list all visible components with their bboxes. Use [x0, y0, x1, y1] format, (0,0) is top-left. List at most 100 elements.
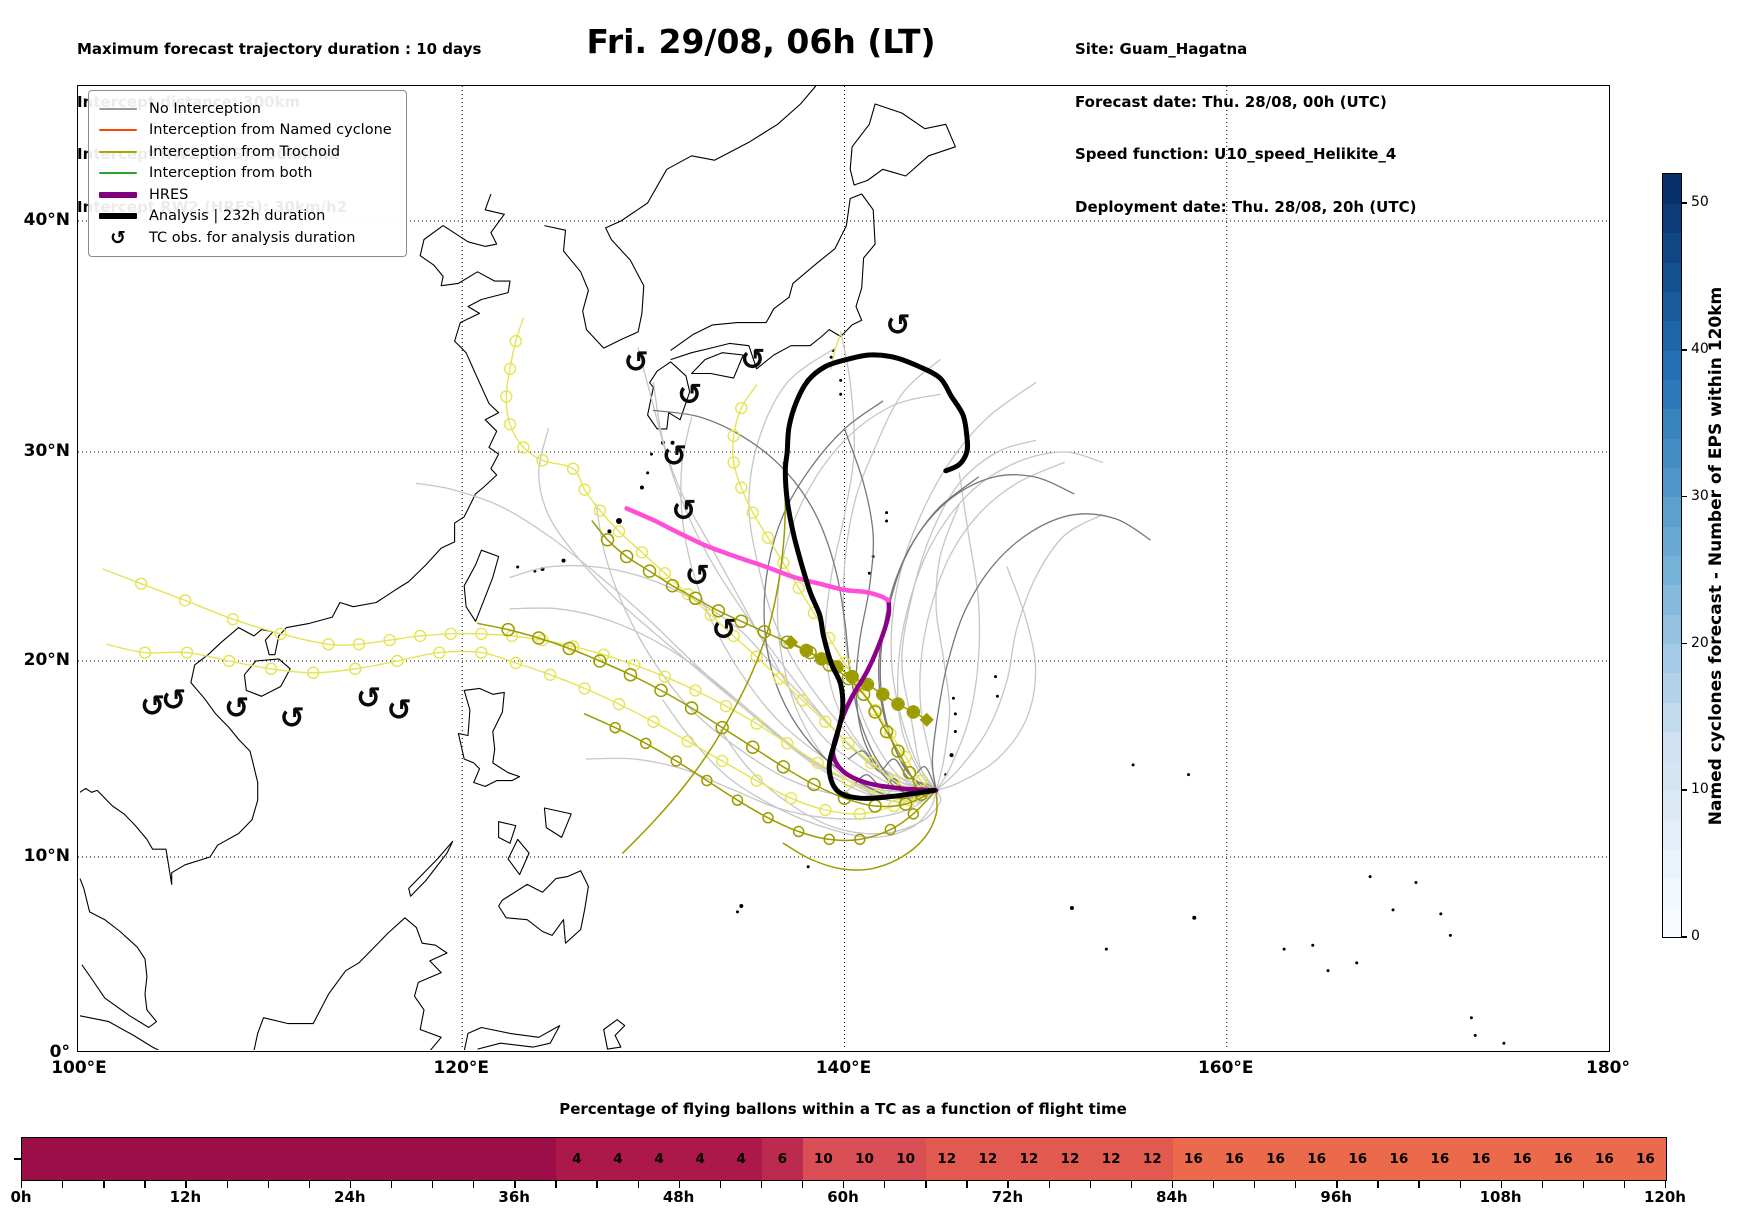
trochoid-loop — [642, 564, 657, 578]
trochoid-loop — [757, 624, 771, 639]
coastline-mindanao — [498, 870, 589, 944]
strip-tick-label: 96h — [1320, 1188, 1352, 1206]
strip-tick-label: 120h — [1644, 1188, 1686, 1206]
strip-cell-value: 16 — [1183, 1151, 1203, 1167]
trochoid-loop — [761, 531, 775, 544]
trochoid-loop — [807, 777, 821, 792]
strip-cell-value: 4 — [736, 1151, 746, 1167]
island-dot — [1414, 880, 1418, 884]
trochoid-loop — [819, 803, 832, 817]
colorbar-step — [1663, 291, 1681, 322]
strip-cell-value: 16 — [1225, 1151, 1244, 1167]
intercept-diamond — [906, 704, 921, 720]
strip-cell — [1501, 1138, 1544, 1180]
strip-tick — [843, 1181, 845, 1188]
trochoid-loop — [681, 735, 694, 748]
colorbar-step — [1663, 408, 1681, 439]
intercept-diamond — [799, 643, 814, 658]
tc-obs-cyclone-icon: ↺ — [161, 683, 186, 718]
colorbar-label: Named cyclones forecast - Number of EPS … — [1706, 286, 1726, 826]
strip-cell — [638, 1138, 681, 1180]
strip-cell-value: 12 — [1019, 1151, 1039, 1167]
colorbar-step — [1663, 614, 1681, 645]
strip-cell — [1624, 1138, 1667, 1180]
colorbar-step — [1663, 907, 1681, 938]
strip-tick — [1623, 1181, 1626, 1188]
track-trochoid-olive — [476, 622, 937, 808]
trochoid-loop — [178, 594, 192, 607]
trochoid-loop — [780, 737, 794, 750]
trochoid-loop — [750, 717, 763, 730]
strip-tick — [719, 1181, 722, 1188]
legend-line — [99, 150, 137, 153]
strip-tick-label: 60h — [827, 1188, 859, 1206]
track-trochoid-bright — [505, 317, 937, 794]
strip-tick — [1089, 1181, 1091, 1188]
trochoid-loop — [635, 546, 649, 559]
trochoid-loop — [907, 808, 920, 820]
legend-item: Analysis | 232h duration — [99, 206, 392, 228]
trochoid-loop — [684, 701, 699, 715]
island-dot — [1326, 969, 1330, 973]
island-dot — [516, 565, 520, 569]
colorbar-step — [1663, 790, 1681, 821]
trochoid-loop — [500, 390, 513, 403]
strip-tick — [144, 1181, 146, 1188]
trochoid-loop — [746, 506, 759, 519]
colorbar-tick — [1682, 789, 1687, 791]
strip-tick-label: 108h — [1479, 1188, 1522, 1206]
island-dot — [1439, 912, 1443, 916]
strip-tick — [21, 1181, 23, 1188]
trochoid-loop — [600, 533, 615, 547]
island-dot — [649, 452, 653, 456]
trochoid-loop — [796, 694, 809, 707]
colorbar-step — [1663, 438, 1681, 468]
strip-tick-label: 72h — [991, 1188, 1024, 1206]
strip-cell — [926, 1138, 968, 1180]
trochoid-loop — [543, 668, 557, 681]
colorbar-step — [1663, 584, 1681, 615]
strip-tick — [555, 1181, 557, 1188]
colorbar-tick — [1682, 495, 1687, 498]
trochoid-loop — [509, 334, 522, 348]
strip-cell-value: 12 — [978, 1151, 998, 1167]
coastline-sumatra — [79, 1015, 160, 1050]
x-tick-label: 160°E — [1197, 1058, 1254, 1078]
strip-cell — [1337, 1138, 1379, 1180]
strip-cell — [679, 1138, 722, 1180]
trochoid-loop — [715, 754, 729, 768]
legend-item: ↺ TC obs. for analysis duration — [99, 227, 392, 249]
tc-obs-cyclone-icon: ↺ — [280, 701, 305, 736]
trochoid-loop — [352, 638, 366, 651]
coastline-china-vietnam-coast — [79, 193, 511, 885]
trochoid-loop — [647, 715, 660, 728]
coastline-malay-peninsula — [79, 878, 158, 1029]
island-dot — [670, 440, 675, 445]
trochoid-loop — [704, 608, 717, 622]
strip-cell — [967, 1138, 1009, 1180]
island-dot — [1502, 1041, 1506, 1045]
coastline-luzon — [457, 687, 521, 787]
legend-label: Interception from both — [149, 165, 313, 182]
island-dot — [953, 712, 957, 716]
legend-line — [99, 172, 137, 175]
legend-item: Interception from Named cyclone — [99, 120, 392, 142]
track-trochoid-bright — [102, 568, 937, 801]
island-dot — [885, 511, 889, 515]
trochoid-loop — [134, 577, 148, 590]
trochoid-loop — [566, 640, 580, 653]
x-tick-label: 140°E — [815, 1058, 872, 1078]
colorbar-step — [1663, 526, 1681, 556]
strip-cell-value: 10 — [855, 1151, 874, 1167]
track-no-interception-light — [935, 472, 981, 792]
coastline-borneo — [253, 917, 448, 1050]
trochoid-loop — [902, 765, 917, 780]
trochoid-loop — [475, 627, 488, 641]
strip-tick — [760, 1181, 763, 1188]
legend-item: No Interception — [99, 98, 392, 120]
trochoid-loop — [868, 705, 882, 719]
trochoid-loop — [715, 720, 729, 735]
coastline-taiwan — [463, 549, 500, 622]
strip-cell — [761, 1138, 804, 1180]
trochoid-loop — [784, 792, 798, 805]
